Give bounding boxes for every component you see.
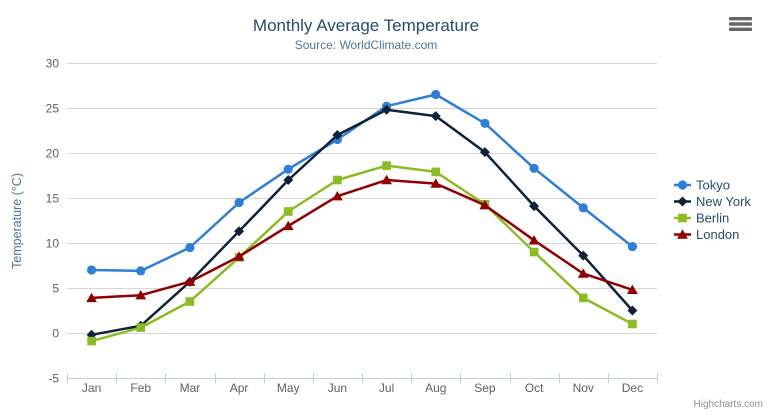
data-point-tokyo-dec[interactable] bbox=[627, 242, 638, 252]
data-point-tokyo-may[interactable] bbox=[283, 164, 293, 174]
x-axis-label: Dec bbox=[622, 381, 643, 395]
legend-item-berlin[interactable]: Berlin bbox=[674, 211, 729, 226]
data-point-tokyo-aug[interactable] bbox=[431, 89, 441, 100]
data-point-tokyo-jan[interactable] bbox=[86, 265, 97, 275]
series-new-york bbox=[86, 104, 638, 340]
y-axis-tick-label: 20 bbox=[46, 147, 60, 161]
data-point-london-may[interactable] bbox=[282, 220, 294, 231]
series-london-line bbox=[90, 178, 634, 300]
legend-item-new-york[interactable]: New York bbox=[674, 194, 751, 209]
chart-context-menu-button[interactable] bbox=[729, 17, 752, 31]
legend-item-tokyo[interactable]: Tokyo bbox=[674, 178, 730, 193]
x-axis-label: Oct bbox=[525, 381, 544, 395]
x-axis-label: Mar bbox=[180, 381, 201, 395]
data-point-london-apr[interactable] bbox=[233, 251, 245, 261]
data-point-london-sep[interactable] bbox=[479, 200, 491, 210]
legend-diamond-marker bbox=[677, 196, 688, 207]
y-axis-tick-label: 5 bbox=[52, 282, 59, 296]
data-point-new-york-may[interactable] bbox=[283, 175, 294, 185]
data-point-berlin-nov[interactable] bbox=[578, 293, 588, 303]
data-point-tokyo-feb[interactable] bbox=[136, 266, 146, 276]
data-point-tokyo-apr[interactable] bbox=[234, 197, 244, 208]
data-point-tokyo-nov[interactable] bbox=[578, 203, 588, 213]
y-axis-tick-label: 0 bbox=[52, 327, 59, 341]
legend-label-tokyo: Tokyo bbox=[696, 178, 730, 193]
data-point-new-york-jul[interactable] bbox=[381, 104, 392, 115]
data-point-berlin-mar[interactable] bbox=[185, 297, 195, 306]
chart-title: Monthly Average Temperature bbox=[253, 16, 479, 35]
x-axis-label: Jan bbox=[82, 381, 101, 395]
data-point-berlin-may[interactable] bbox=[283, 207, 293, 216]
data-point-new-york-jun[interactable] bbox=[332, 130, 343, 140]
y-axis-tick-label: -5 bbox=[48, 372, 59, 386]
data-point-london-jul[interactable] bbox=[381, 174, 392, 185]
series-new-york-line bbox=[90, 108, 634, 337]
data-point-berlin-aug[interactable] bbox=[431, 167, 441, 177]
data-point-london-jan[interactable] bbox=[86, 292, 97, 303]
data-point-new-york-oct[interactable] bbox=[529, 201, 540, 212]
data-point-new-york-sep[interactable] bbox=[479, 147, 490, 158]
legend-square-marker bbox=[678, 213, 687, 223]
data-point-london-dec[interactable] bbox=[627, 284, 638, 294]
data-point-berlin-jul[interactable] bbox=[382, 161, 391, 170]
y-axis-tick-label: 25 bbox=[46, 102, 60, 116]
chart-subtitle: Source: WorldClimate.com bbox=[295, 38, 438, 52]
data-point-london-aug[interactable] bbox=[430, 178, 442, 188]
x-axis-label: Sep bbox=[474, 381, 496, 395]
highcharts-credit[interactable]: Highcharts.com bbox=[694, 399, 763, 410]
data-point-new-york-dec[interactable] bbox=[627, 305, 638, 316]
x-axis-label: Aug bbox=[425, 381, 446, 395]
x-axis-label: Apr bbox=[230, 381, 249, 395]
data-point-london-oct[interactable] bbox=[528, 235, 540, 245]
data-point-berlin-jun[interactable] bbox=[333, 175, 342, 185]
data-point-london-feb[interactable] bbox=[135, 290, 147, 300]
series-tokyo-line bbox=[90, 93, 634, 273]
data-point-tokyo-sep[interactable] bbox=[480, 118, 490, 128]
x-axis-label: Feb bbox=[130, 381, 151, 395]
y-axis-tick-label: 30 bbox=[46, 57, 60, 71]
data-point-london-jun[interactable] bbox=[332, 191, 343, 201]
data-point-london-mar[interactable] bbox=[184, 276, 196, 286]
legend-triangle-marker bbox=[677, 229, 688, 239]
data-point-tokyo-oct[interactable] bbox=[529, 163, 539, 173]
x-axis-label: Nov bbox=[573, 381, 594, 395]
series-london bbox=[86, 174, 638, 303]
data-point-berlin-dec[interactable] bbox=[628, 319, 637, 329]
data-point-new-york-aug[interactable] bbox=[430, 111, 441, 122]
y-axis-tick-label: 10 bbox=[46, 237, 60, 251]
series-berlin-line bbox=[90, 164, 634, 343]
plot-area: -5 0 5 10 15 20 25 30 Jan Feb Mar Apr May Jun Jul Aug Se… bbox=[46, 57, 752, 396]
x-axis-label: Jul bbox=[379, 381, 394, 395]
y-axis-title: Temperature (°C) bbox=[10, 173, 24, 269]
data-point-new-york-nov[interactable] bbox=[578, 250, 589, 261]
data-point-berlin-jan[interactable] bbox=[87, 336, 96, 346]
data-point-new-york-apr[interactable] bbox=[234, 226, 245, 237]
legend-circle-marker bbox=[677, 180, 688, 190]
legend-label-berlin: Berlin bbox=[696, 211, 729, 226]
y-axis-tick-label: 15 bbox=[46, 192, 60, 206]
legend-item-london[interactable]: London bbox=[674, 227, 739, 242]
legend-label-london: London bbox=[696, 227, 739, 242]
series-tokyo bbox=[86, 89, 638, 276]
legend-label-new-york: New York bbox=[696, 194, 751, 209]
x-axis-label: Jun bbox=[328, 381, 347, 395]
data-point-berlin-oct[interactable] bbox=[529, 247, 539, 257]
hamburger-icon bbox=[729, 17, 752, 31]
x-axis-label: May bbox=[277, 381, 300, 395]
data-point-berlin-feb[interactable] bbox=[136, 323, 146, 332]
data-point-tokyo-mar[interactable] bbox=[185, 242, 195, 253]
data-point-london-nov[interactable] bbox=[577, 268, 589, 278]
